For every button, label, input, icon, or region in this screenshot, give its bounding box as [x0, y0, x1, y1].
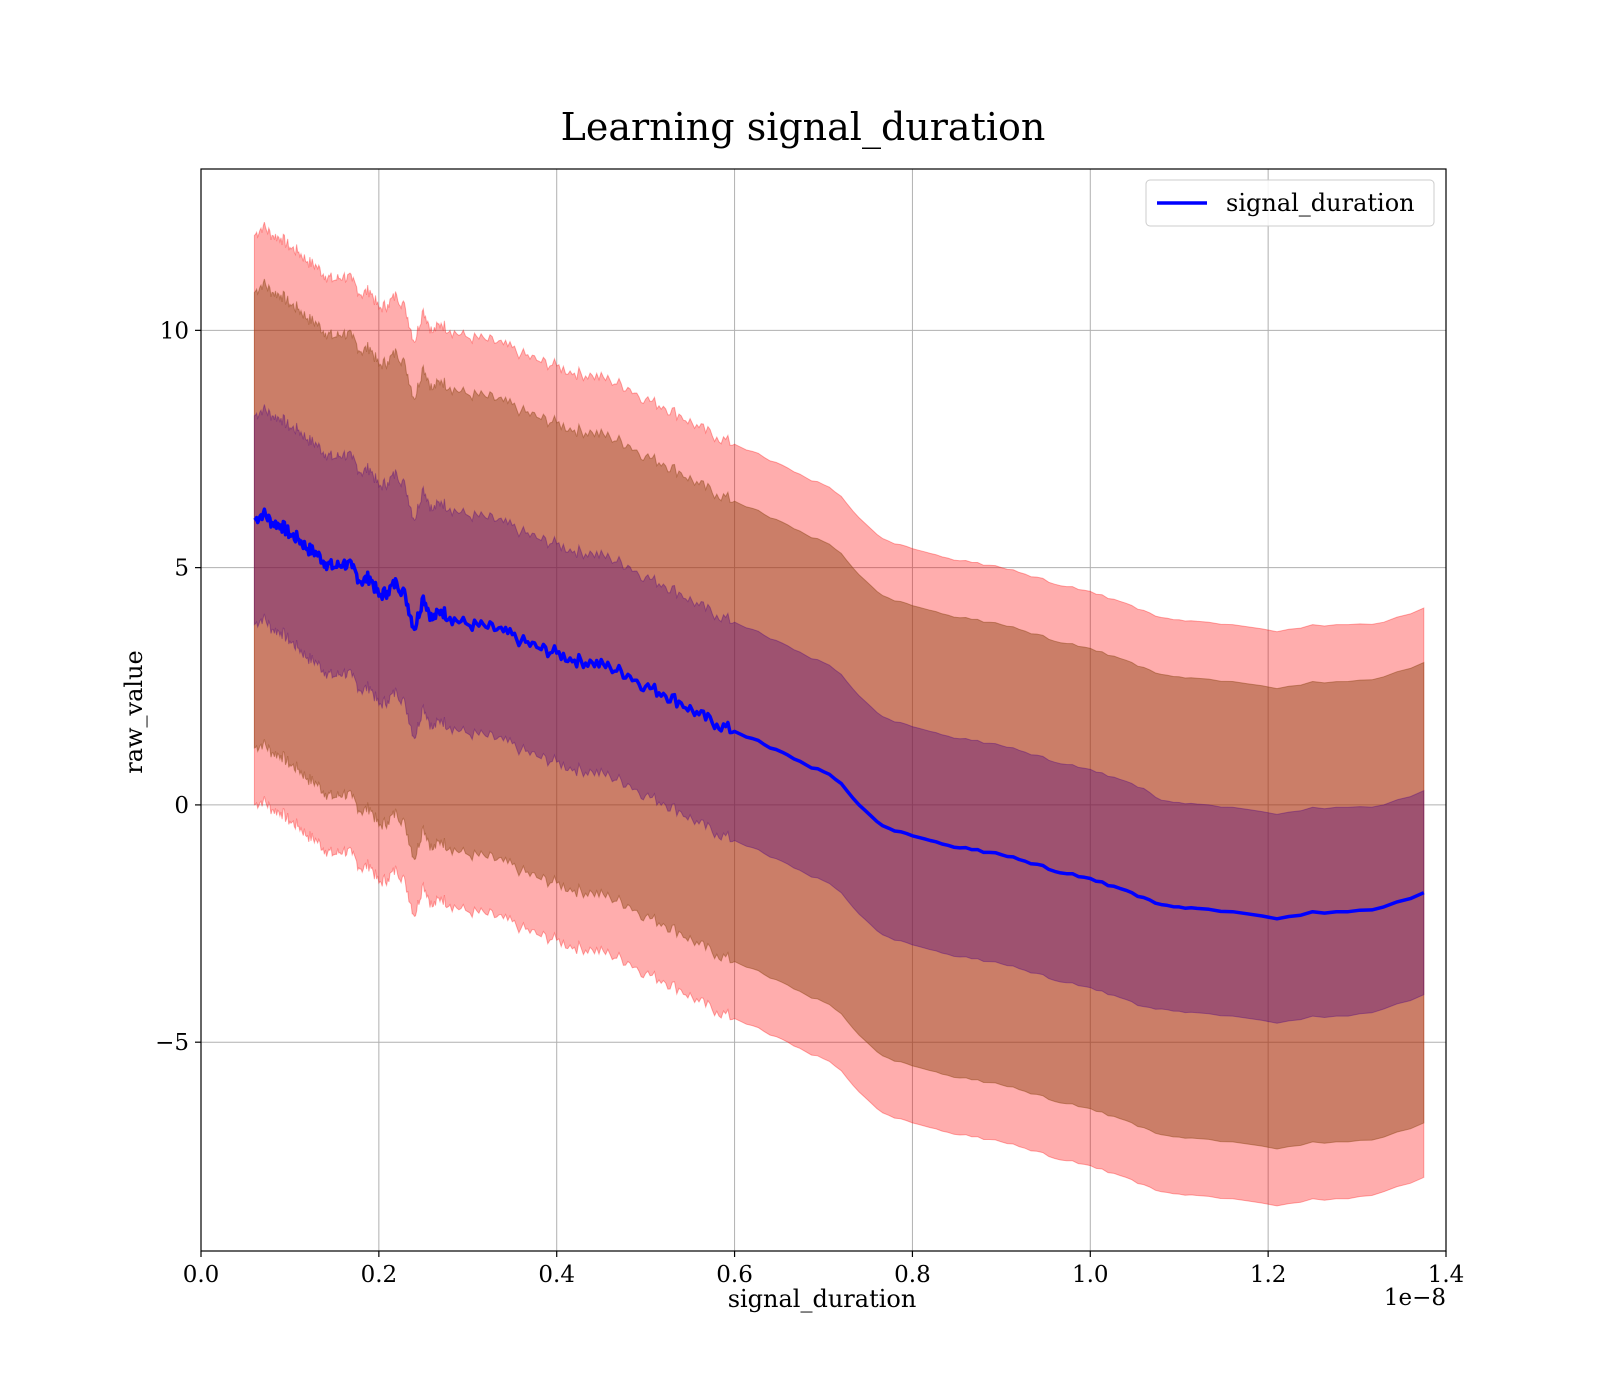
plot-frame [200, 168, 1447, 1252]
y-tick-label: 5 [174, 556, 189, 582]
axis-ticks: 0.0 0.2 0.4 0.6 0.8 1.0 1.2 1.4 −5 0 5 10 [155, 318, 1464, 1288]
x-axis-label: signal_duration [728, 1285, 917, 1313]
x-axis-offset-label: 1e−8 [1384, 1285, 1446, 1311]
x-tick-label: 0.2 [361, 1262, 398, 1288]
legend-label: signal_duration [1226, 189, 1415, 217]
inner-band [253, 404, 1425, 1024]
x-tick-label: 0.8 [894, 1262, 931, 1288]
y-axis-label: raw_value [120, 650, 148, 774]
x-tick-label: 0.4 [538, 1262, 575, 1288]
x-tick-label: 1.2 [1250, 1262, 1287, 1288]
x-tick-label: 0.6 [716, 1262, 753, 1288]
x-tick-label: 0.0 [183, 1262, 220, 1288]
series-lines [253, 507, 1425, 921]
legend: signal_duration [1145, 179, 1435, 227]
y-tick-label: −5 [155, 1030, 189, 1056]
series-line-signal-duration [253, 507, 1425, 921]
x-tick-label: 1.0 [1072, 1262, 1109, 1288]
y-tick-label: 10 [160, 318, 189, 344]
confidence-bands [253, 221, 1425, 1207]
legend-box [1145, 179, 1435, 227]
x-tick-label: 1.4 [1428, 1262, 1465, 1288]
middle-band [253, 278, 1425, 1150]
y-tick-label: 0 [174, 793, 189, 819]
outer-band [253, 221, 1425, 1207]
chart-title: Learning signal_duration [561, 105, 1046, 150]
